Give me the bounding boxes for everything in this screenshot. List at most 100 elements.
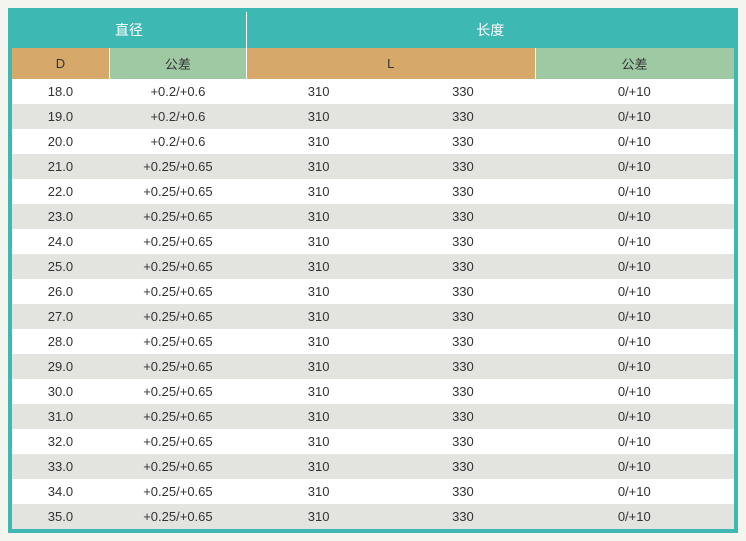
cell-tol1: +0.25/+0.65	[109, 229, 246, 254]
cell-tol1: +0.2/+0.6	[109, 129, 246, 154]
cell-l2: 330	[391, 304, 535, 329]
cell-l1: 310	[246, 379, 390, 404]
cell-l1: 310	[246, 204, 390, 229]
cell-l1: 310	[246, 254, 390, 279]
cell-l1: 310	[246, 504, 390, 529]
cell-tol2: 0/+10	[535, 79, 733, 104]
cell-tol2: 0/+10	[535, 104, 733, 129]
table-row: 35.0+0.25/+0.653103300/+10	[12, 504, 734, 529]
cell-l2: 330	[391, 179, 535, 204]
cell-tol1: +0.25/+0.65	[109, 479, 246, 504]
table-row: 25.0+0.25/+0.653103300/+10	[12, 254, 734, 279]
table-row: 22.0+0.25/+0.653103300/+10	[12, 179, 734, 204]
cell-l1: 310	[246, 229, 390, 254]
cell-tol1: +0.25/+0.65	[109, 254, 246, 279]
cell-d: 23.0	[12, 204, 109, 229]
subheader-tolerance-1: 公差	[109, 48, 246, 79]
cell-l2: 330	[391, 229, 535, 254]
subheader-d: D	[12, 48, 109, 79]
cell-l2: 330	[391, 79, 535, 104]
cell-tol1: +0.25/+0.65	[109, 504, 246, 529]
cell-tol2: 0/+10	[535, 429, 733, 454]
cell-l1: 310	[246, 129, 390, 154]
table-row: 21.0+0.25/+0.653103300/+10	[12, 154, 734, 179]
table-row: 23.0+0.25/+0.653103300/+10	[12, 204, 734, 229]
cell-d: 19.0	[12, 104, 109, 129]
cell-tol2: 0/+10	[535, 304, 733, 329]
cell-l1: 310	[246, 454, 390, 479]
subheader-l: L	[246, 48, 535, 79]
cell-l1: 310	[246, 104, 390, 129]
cell-l1: 310	[246, 404, 390, 429]
cell-d: 26.0	[12, 279, 109, 304]
cell-d: 21.0	[12, 154, 109, 179]
table-row: 19.0+0.2/+0.63103300/+10	[12, 104, 734, 129]
cell-d: 22.0	[12, 179, 109, 204]
cell-l2: 330	[391, 404, 535, 429]
cell-l1: 310	[246, 429, 390, 454]
cell-l1: 310	[246, 354, 390, 379]
table-row: 34.0+0.25/+0.653103300/+10	[12, 479, 734, 504]
table-row: 28.0+0.25/+0.653103300/+10	[12, 329, 734, 354]
cell-l1: 310	[246, 179, 390, 204]
table-row: 24.0+0.25/+0.653103300/+10	[12, 229, 734, 254]
cell-d: 20.0	[12, 129, 109, 154]
cell-tol2: 0/+10	[535, 279, 733, 304]
cell-tol2: 0/+10	[535, 204, 733, 229]
cell-l1: 310	[246, 79, 390, 104]
cell-tol1: +0.25/+0.65	[109, 329, 246, 354]
cell-l2: 330	[391, 504, 535, 529]
cell-tol1: +0.25/+0.65	[109, 454, 246, 479]
table-body: 18.0+0.2/+0.63103300/+1019.0+0.2/+0.6310…	[12, 79, 734, 529]
cell-tol2: 0/+10	[535, 504, 733, 529]
cell-l1: 310	[246, 329, 390, 354]
cell-d: 31.0	[12, 404, 109, 429]
cell-tol2: 0/+10	[535, 329, 733, 354]
cell-l2: 330	[391, 279, 535, 304]
cell-tol1: +0.25/+0.65	[109, 379, 246, 404]
table-row: 27.0+0.25/+0.653103300/+10	[12, 304, 734, 329]
cell-tol1: +0.2/+0.6	[109, 104, 246, 129]
cell-tol2: 0/+10	[535, 354, 733, 379]
cell-l2: 330	[391, 254, 535, 279]
cell-tol1: +0.25/+0.65	[109, 179, 246, 204]
cell-l2: 330	[391, 379, 535, 404]
cell-tol1: +0.25/+0.65	[109, 304, 246, 329]
table-row: 18.0+0.2/+0.63103300/+10	[12, 79, 734, 104]
cell-tol2: 0/+10	[535, 179, 733, 204]
cell-d: 35.0	[12, 504, 109, 529]
cell-d: 25.0	[12, 254, 109, 279]
cell-tol1: +0.25/+0.65	[109, 354, 246, 379]
cell-l1: 310	[246, 479, 390, 504]
table-row: 30.0+0.25/+0.653103300/+10	[12, 379, 734, 404]
cell-d: 34.0	[12, 479, 109, 504]
cell-tol2: 0/+10	[535, 454, 733, 479]
cell-tol1: +0.25/+0.65	[109, 279, 246, 304]
cell-l2: 330	[391, 154, 535, 179]
cell-d: 30.0	[12, 379, 109, 404]
cell-tol2: 0/+10	[535, 254, 733, 279]
dimension-table-container: 直径 长度 D 公差 L 公差 18.0+0.2/+0.63103300/+10…	[8, 8, 738, 533]
cell-tol1: +0.2/+0.6	[109, 79, 246, 104]
cell-tol2: 0/+10	[535, 479, 733, 504]
top-header-row: 直径 长度	[12, 12, 734, 48]
header-diameter: 直径	[12, 12, 246, 48]
table-row: 32.0+0.25/+0.653103300/+10	[12, 429, 734, 454]
cell-tol1: +0.25/+0.65	[109, 429, 246, 454]
cell-tol1: +0.25/+0.65	[109, 404, 246, 429]
cell-d: 27.0	[12, 304, 109, 329]
cell-tol1: +0.25/+0.65	[109, 204, 246, 229]
cell-d: 18.0	[12, 79, 109, 104]
cell-d: 33.0	[12, 454, 109, 479]
cell-d: 28.0	[12, 329, 109, 354]
cell-d: 24.0	[12, 229, 109, 254]
cell-l1: 310	[246, 279, 390, 304]
cell-l1: 310	[246, 154, 390, 179]
cell-tol2: 0/+10	[535, 154, 733, 179]
cell-l2: 330	[391, 454, 535, 479]
table-row: 33.0+0.25/+0.653103300/+10	[12, 454, 734, 479]
cell-d: 32.0	[12, 429, 109, 454]
cell-l2: 330	[391, 354, 535, 379]
table-row: 26.0+0.25/+0.653103300/+10	[12, 279, 734, 304]
subheader-tolerance-2: 公差	[535, 48, 733, 79]
